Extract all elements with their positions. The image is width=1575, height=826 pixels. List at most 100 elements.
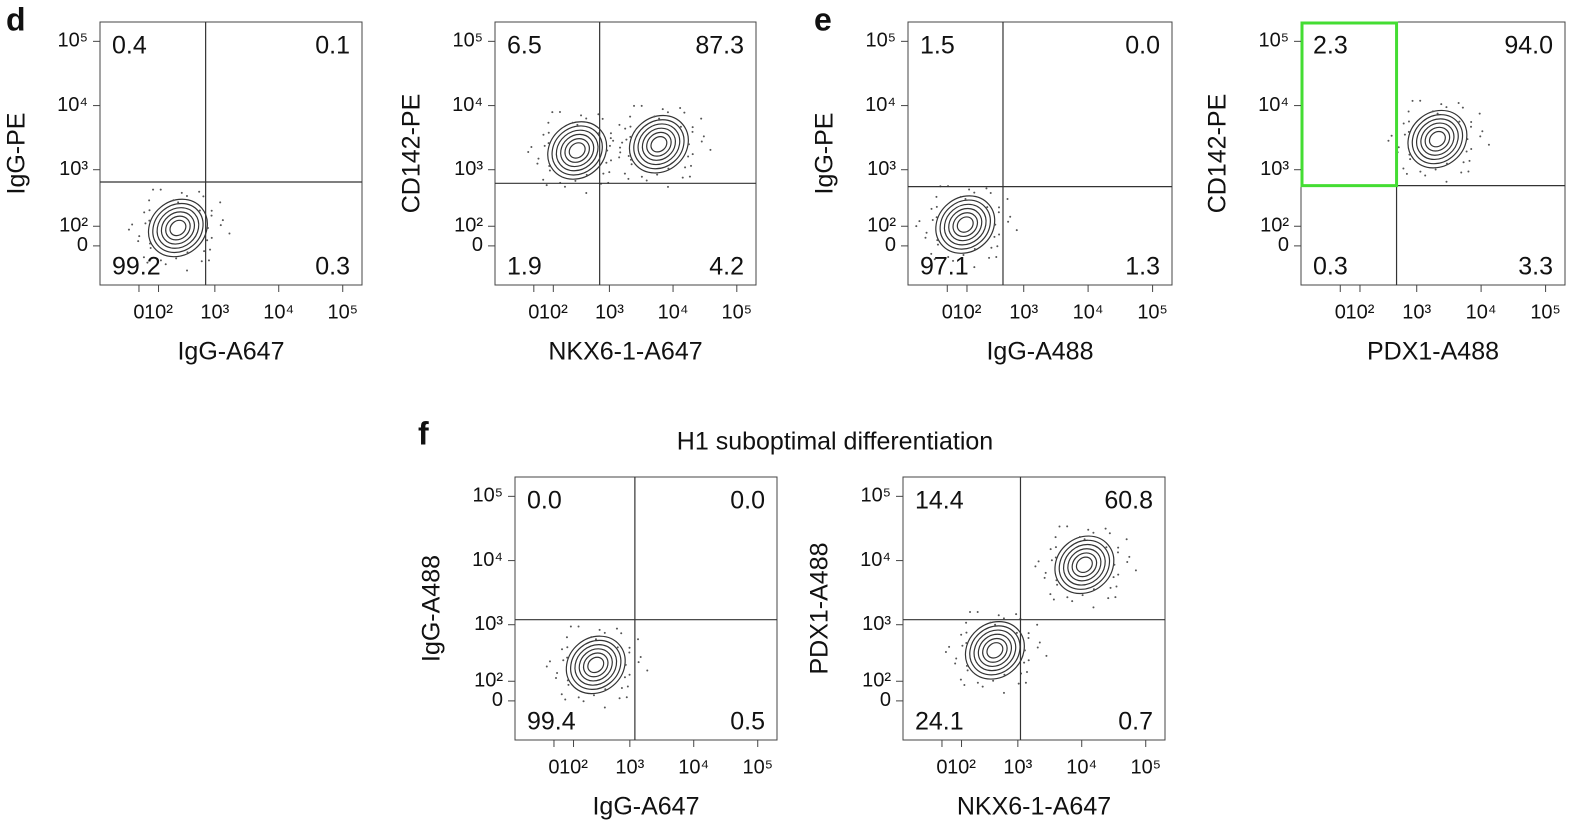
y-axis-label: CD142-PE <box>398 94 426 214</box>
event-dot <box>564 698 567 701</box>
event-dot <box>542 178 545 181</box>
event-dot <box>1092 588 1095 591</box>
event-dot <box>548 169 551 172</box>
contour-ring <box>952 212 979 238</box>
event-dot <box>1407 130 1410 133</box>
contour-ring <box>1071 552 1098 578</box>
contour-ring <box>935 195 996 254</box>
event-dot <box>633 104 636 107</box>
event-dot <box>637 638 640 641</box>
y-axis-label: PDX1-A488 <box>806 542 834 674</box>
event-dot <box>683 111 686 114</box>
contour-ring <box>641 127 677 161</box>
event-dot <box>555 676 558 679</box>
event-dot <box>930 252 933 255</box>
quadrant-value: 0.4 <box>112 32 147 60</box>
event-dot <box>935 216 938 219</box>
event-dot <box>603 631 606 634</box>
event-dot <box>1002 617 1005 620</box>
event-dot <box>624 127 627 130</box>
event-dot <box>623 172 626 175</box>
contour-ring <box>982 637 1008 663</box>
event-dot <box>1054 536 1057 539</box>
y-tick-label: 10³ <box>867 158 896 180</box>
event-dot <box>577 625 580 628</box>
quadrant-value: 97.1 <box>920 253 969 281</box>
contour-ring <box>948 207 983 242</box>
event-dot <box>1481 130 1484 133</box>
event-dot <box>1457 101 1460 104</box>
event-dot <box>661 108 664 111</box>
event-dot <box>1007 220 1010 223</box>
quadrant-value: 0.1 <box>315 32 350 60</box>
x-tick-label: 0 <box>528 301 539 323</box>
contour-ring <box>555 129 599 172</box>
x-tick-label: 10⁵ <box>742 756 773 778</box>
quadrant-value: 6.5 <box>507 32 542 60</box>
event-dot <box>997 211 1000 214</box>
event-dot <box>536 162 539 165</box>
quadrant-value: 1.9 <box>507 253 542 281</box>
event-dot <box>556 672 559 675</box>
event-dot <box>1470 148 1473 151</box>
event-dot <box>986 206 989 209</box>
event-dot <box>138 235 141 238</box>
event-dot <box>691 153 694 156</box>
contour-ring <box>565 635 626 695</box>
x-tick-label: 10³ <box>615 756 644 778</box>
event-dot <box>952 259 955 262</box>
event-dot <box>577 696 580 699</box>
plot-frame <box>99 21 363 286</box>
x-tick-label: 10⁴ <box>1066 756 1097 778</box>
event-dot <box>542 133 545 136</box>
event-dot <box>1006 198 1009 201</box>
event-dot <box>1087 528 1090 531</box>
x-tick-label: 10³ <box>595 301 624 323</box>
event-dot <box>547 131 550 134</box>
event-dot <box>186 269 189 272</box>
event-dot <box>628 673 631 676</box>
contour-ring <box>1415 118 1459 161</box>
contour-ring <box>956 216 974 233</box>
event-dot <box>653 115 656 118</box>
event-dot <box>1015 631 1018 634</box>
event-dot <box>625 696 628 699</box>
event-dot <box>1134 569 1137 572</box>
figure-title: H1 suboptimal differentiation <box>677 428 993 456</box>
event-dot <box>1049 593 1052 596</box>
event-dot <box>959 195 962 198</box>
event-dot <box>202 195 205 198</box>
contour-ring <box>1054 535 1115 595</box>
event-dot <box>1043 576 1046 579</box>
event-dot <box>612 139 615 142</box>
event-dot <box>1402 167 1405 170</box>
event-dot <box>666 111 669 114</box>
y-tick-label: 10⁵ <box>472 485 503 507</box>
event-dot <box>1419 99 1422 102</box>
event-dot <box>645 179 648 182</box>
panel-letter: d <box>6 1 26 37</box>
event-dot <box>620 632 623 635</box>
event-dot <box>1114 596 1117 599</box>
event-dot <box>624 663 627 666</box>
event-dot <box>127 228 130 231</box>
event-dot <box>691 130 694 133</box>
event-dot <box>206 239 209 242</box>
event-dot <box>1407 120 1410 123</box>
event-dot <box>1436 112 1439 115</box>
event-dot <box>1027 632 1030 635</box>
contour-ring <box>943 203 987 246</box>
event-dot <box>574 179 577 182</box>
event-dot <box>210 236 213 239</box>
event-dot <box>976 681 979 684</box>
x-tick-label: 0 <box>936 756 947 778</box>
event-dot <box>1092 606 1095 609</box>
contour-ring <box>986 642 1004 659</box>
event-dot <box>1460 171 1463 174</box>
event-dot <box>1390 134 1393 137</box>
event-dot <box>667 167 670 170</box>
contour-ring <box>560 133 595 168</box>
event-dot <box>965 664 968 667</box>
event-dot <box>1037 560 1040 563</box>
contour-ring <box>646 131 672 157</box>
